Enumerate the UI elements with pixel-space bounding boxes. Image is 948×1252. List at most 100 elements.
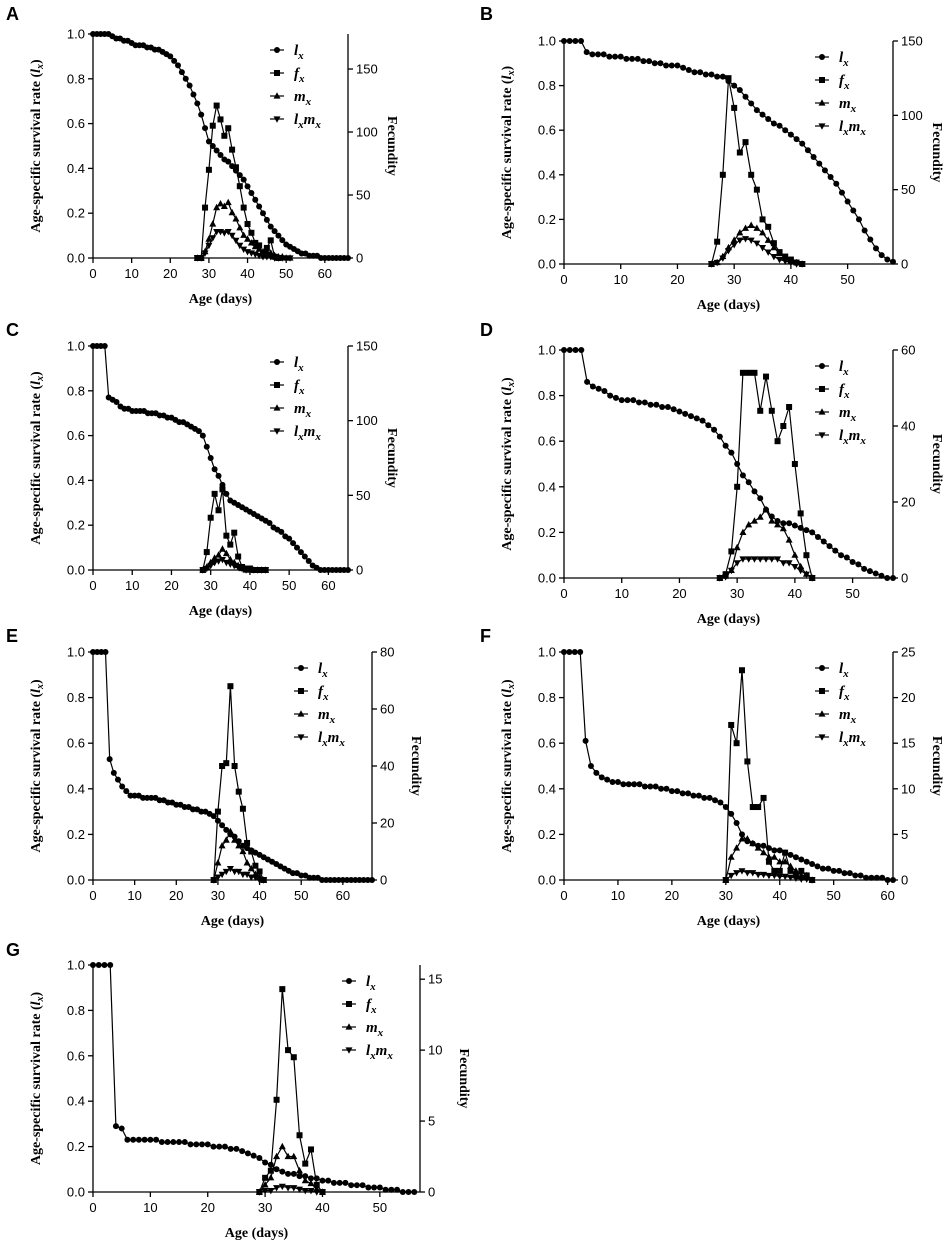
panel-f-lx-point [695,792,702,799]
panel-b-lx-point [793,136,800,143]
panel-d-legend-lx: lx [815,359,849,378]
panel-b-legend-mx: mx [815,96,857,115]
panel-d-y-right-label: Fecundity [929,434,944,494]
panel-d-lx-point [820,538,827,545]
panel-f-fx-point [749,804,756,811]
panel-g-lxmx-point [307,1187,315,1195]
panel-e-lxmx-point [222,868,230,876]
panel-g-right-tick-label: 15 [428,972,442,987]
panel-e-lxmx-point [260,877,268,884]
panel-c-lx-point [199,432,206,439]
panel-d-lx-point [682,410,689,417]
panel-b-lxmx-point [730,242,738,249]
panel-f-fx-point [776,867,783,874]
panel-g-left-tick-label: 0.4 [67,1094,85,1109]
panel-b-lxmx-point [753,240,761,247]
panel-a-left-tick-label: 0.0 [67,251,85,266]
panel-d-fx-point [734,483,741,490]
panel-f-lxmx-point [743,870,751,877]
panel-e-lx-point [144,794,151,801]
panel-g-fx-line [258,989,323,1193]
panel-g-fx-point [308,1146,314,1153]
panel-c-lxmx-point [207,562,215,570]
panel-g-y-left-label: Age-specific survival rate (lx) [29,991,46,1165]
panel-f-x-tick-label: 10 [611,888,625,903]
panel-f-mx-point [787,862,795,869]
panel-d-x-tick-label: 40 [788,586,802,601]
panel-g-left-tick-label: 0.2 [67,1139,85,1154]
panel-g-fx-point [290,1054,297,1061]
panel-c-legend-mx-label: mx [294,401,312,420]
panel-f-right-tick-label: 10 [901,781,915,796]
panel-b-fx-point [742,139,749,146]
panel-b-mx-point [753,224,761,231]
panel-d-lx-point [641,399,648,406]
panel-a-mx-point [213,203,221,211]
panel-a-legend-lxmx-label: lxmx [294,112,321,131]
panel-b-lx-point [572,38,579,44]
panel-e-legend-mx: mx [294,707,336,726]
panel-g-mx-point [273,1152,281,1160]
panel-e-legend-fx: fx [294,684,329,703]
panel-c-lx-point [286,535,293,542]
panel-e-lx-point [114,776,121,783]
panel-d-fx-point [774,438,781,445]
panel-a-lx-point [175,62,181,69]
panel-g-lx-point [394,1186,401,1193]
panel-b-fx-point [731,104,738,111]
panel-b-left-tick-label: 0.6 [538,123,556,138]
panel-f-y-left-label: Age-specific survival rate (lx) [500,679,517,853]
panel-d-x-tick-label: 0 [560,586,567,601]
panel-b-lx-point [623,55,630,62]
panel-d-fx-point [757,407,764,414]
panel-c-lx-point [278,528,285,535]
panel-b-legend-mx-point [818,99,826,106]
panel-d-fx-point [791,461,798,467]
panel-b-lx-point [884,256,891,263]
panel-f-lx-point [792,854,799,861]
panel-g-lx-point [147,1136,154,1143]
panel-d-lxmx-point [774,556,782,563]
panel-f-fx-point [744,758,751,765]
panel-f-lx-point [609,778,616,785]
panel-g-lx-point [118,1125,125,1132]
panel-a-mx-point [224,198,232,206]
panel-g-lx-point [181,1139,188,1146]
panel-e-lxmx-point [218,871,226,879]
panel-c-lx-point [297,549,304,556]
panel-g-mx-point [290,1152,298,1160]
panel-b-legend-lxmx: lxmx [815,119,866,138]
panel-g-legend-fx-point [346,1001,352,1007]
panel-f-mx-point [792,867,800,874]
panel-a-lx-point [182,75,189,82]
panel-g-lx-point [90,962,96,968]
panel-g-lx-point [382,1186,389,1193]
panel-e-right-tick-label: 40 [380,759,394,774]
panel-e-fx-point [252,862,259,869]
panel-d-fx-point [780,423,787,429]
panel-c-lx-point [301,553,308,560]
panel-g-lx-point [353,1182,360,1189]
panel-c-lx-point [195,428,202,435]
panel-d-lx-point [757,495,764,502]
panel-e-lx-point [360,877,367,883]
panel-a-mx-point [263,247,271,255]
panel-e-lxmx-point [226,866,234,873]
panel-f-left-tick-label: 0.0 [538,873,556,888]
panel-e-mx-point [226,827,234,835]
panel-g-lxmx-point [318,1189,326,1196]
panel-d-lx-point [745,479,752,486]
panel-b-lx-point [719,73,726,80]
panel-d-fx-point [745,369,752,376]
panel-e-fx-point [219,763,226,769]
panel-g-x-tick-label: 40 [315,1200,329,1215]
panel-b-lxmx-point [742,236,750,243]
panel-c-fx-point [215,507,222,514]
panel-b-mx-point [764,236,772,243]
panel-c-lx-point [211,466,218,473]
panel-f-lx-point [733,820,740,826]
panel-a-lx-point [213,147,220,154]
panel-d-fx-point [797,510,804,517]
panel-a-lxmx-point [224,228,232,236]
